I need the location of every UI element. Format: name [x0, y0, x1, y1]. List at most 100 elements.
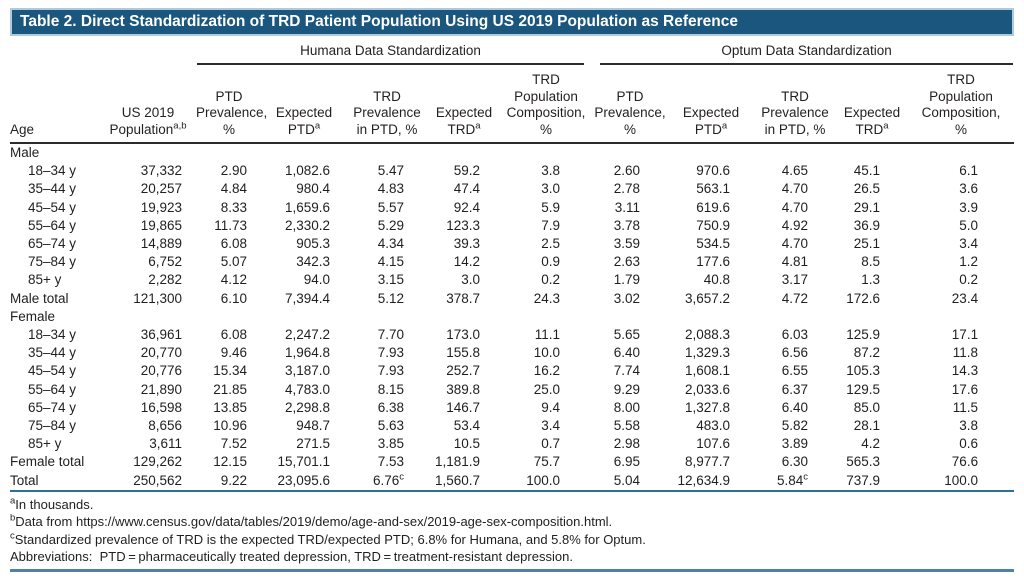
- value-cell: 737.9: [836, 471, 909, 492]
- value-cell: 13.85: [213, 399, 247, 415]
- footnote-b-text: Data from https://www.census.gov/data/ta…: [15, 514, 613, 530]
- table-row: 75–84 y 6,752 5.07 342.3 4.15 14.2 0.9 2.63 177.…: [10, 253, 1014, 271]
- group-header-optum: Optum Data Standardization: [592, 38, 1014, 66]
- value-cell: 1,608.1: [684, 363, 731, 379]
- value-cell: 6.95: [613, 454, 641, 470]
- value-cell: 6.08: [220, 236, 247, 252]
- value-cell: 619.6: [696, 199, 731, 215]
- value-cell: 39.3: [453, 236, 480, 252]
- value-cell: 3.6: [959, 181, 979, 197]
- value-cell: 23,095.6: [262, 471, 346, 492]
- row-label: 45–54 y: [28, 363, 77, 379]
- value-cell: 3.59: [613, 236, 641, 252]
- value-cell: 17.1: [951, 327, 979, 343]
- value-cell: 5.9: [541, 199, 561, 215]
- value-cell: 25.0: [533, 381, 561, 397]
- footnote-b: bData from https://www.census.gov/data/t…: [10, 513, 1014, 530]
- table-row: Female total 129,262 12.15 15,701.1 7.53 1,18…: [10, 453, 1014, 471]
- value-cell: 12,634.9: [668, 471, 755, 492]
- value-cell: 4.70: [781, 236, 809, 252]
- value-cell: 16.2: [533, 363, 561, 379]
- value-cell: 5.0: [959, 217, 979, 233]
- value-cell: 87.2: [853, 345, 881, 361]
- value-cell: 5.12: [377, 290, 404, 306]
- value-cell: 4.12: [220, 272, 247, 288]
- table-row: 55–64 y 19,865 11.73 2,330.2 5.29 123.3 7.9 3.7…: [10, 217, 1014, 235]
- value-cell: 100.0: [500, 471, 593, 492]
- value-cell: 4.15: [377, 254, 404, 270]
- value-cell: 76.6: [951, 454, 979, 470]
- value-cell: 3.15: [377, 272, 404, 288]
- footnote-a-marker: a: [10, 495, 16, 507]
- group-header-row: Humana Data Standardization Optum Data S…: [10, 38, 1014, 66]
- value-cell: 36,961: [140, 327, 182, 343]
- value-cell: 105.3: [846, 363, 881, 379]
- value-cell: 12.15: [213, 454, 247, 470]
- value-cell: 37,332: [140, 163, 182, 179]
- row-label: 85+ y: [28, 436, 62, 452]
- value-cell: 5.07: [220, 254, 247, 270]
- value-cell: 26.5: [853, 181, 881, 197]
- value-cell: 271.5: [296, 436, 330, 452]
- value-cell: 6.76c: [346, 471, 428, 492]
- value-cell: 3.89: [781, 436, 809, 452]
- value-cell: 1,659.6: [284, 199, 330, 215]
- table-title-bar: Table 2. Direct Standardization of TRD P…: [10, 8, 1014, 36]
- value-cell: 2,247.2: [284, 327, 330, 343]
- value-cell: 6.38: [377, 399, 404, 415]
- value-cell: 173.0: [446, 327, 480, 343]
- footnotes: aIn thousands. bData from https://www.ce…: [10, 492, 1014, 566]
- value-cell: 1,327.8: [684, 399, 731, 415]
- table-row: 85+ y 2,282 4.12 94.0 3.15 3.0 0.2 1.79 40.8 3.17…: [10, 271, 1014, 289]
- value-cell: 40.8: [703, 272, 731, 288]
- value-cell: 11.73: [214, 217, 247, 233]
- value-cell: 8.5: [861, 254, 881, 270]
- footnote-b-marker: b: [10, 512, 16, 524]
- value-cell: 3.85: [377, 436, 404, 452]
- value-cell: 23.4: [951, 290, 979, 306]
- value-cell: 6,752: [148, 254, 182, 270]
- value-cell: 7.9: [541, 217, 561, 233]
- value-cell: 9.4: [541, 399, 561, 415]
- value-cell: 4.83: [377, 181, 404, 197]
- value-cell: 4.65: [781, 163, 809, 179]
- value-cell: 4.92: [781, 217, 809, 233]
- row-label: 65–74 y: [28, 236, 77, 252]
- value-cell: 5.29: [377, 217, 404, 233]
- row-label: 18–34 y: [28, 327, 77, 343]
- value-cell: 4.2: [861, 436, 881, 452]
- value-cell: 0.6: [959, 436, 979, 452]
- bottom-rule: [10, 569, 1014, 573]
- value-cell: 3.4: [541, 418, 561, 434]
- col-header-expected-trd-optum: Expected TRDa: [836, 66, 909, 144]
- value-cell: 123.3: [446, 217, 480, 233]
- value-cell: 565.3: [846, 454, 881, 470]
- table-title: Table 2. Direct Standardization of TRD P…: [20, 13, 739, 30]
- row-label: 75–84 y: [28, 418, 77, 434]
- value-cell: 2.90: [220, 163, 247, 179]
- value-cell: 5.63: [377, 418, 404, 434]
- value-cell: 5.47: [377, 163, 404, 179]
- row-label: Male: [10, 145, 40, 160]
- value-cell: 3.8: [541, 163, 561, 179]
- footnote-a-text: In thousands.: [15, 496, 94, 512]
- value-cell: 1,181.9: [434, 454, 480, 470]
- row-label: 18–34 y: [28, 163, 77, 179]
- value-cell: 3.0: [461, 272, 480, 288]
- value-cell: 9.22: [196, 471, 262, 492]
- row-label: 65–74 y: [28, 399, 77, 415]
- value-cell: 5.58: [613, 418, 641, 434]
- footnote-c: cStandardized prevalence of TRD is the e…: [10, 531, 1014, 548]
- col-header-us-population: US 2019 Populationa,b: [100, 66, 196, 144]
- value-cell: 5.65: [613, 327, 641, 343]
- value-cell: 948.7: [296, 418, 330, 434]
- value-cell: 3.78: [613, 217, 641, 233]
- table-row: 35–44 y 20,257 4.84 980.4 4.83 47.4 3.0 2.78 563…: [10, 180, 1014, 198]
- table-row: 35–44 y 20,770 9.46 1,964.8 7.93 155.8 10.0 6.4…: [10, 344, 1014, 362]
- value-cell: 6.56: [781, 345, 809, 361]
- value-cell: 0.7: [541, 436, 561, 452]
- value-cell: 14.2: [453, 254, 480, 270]
- value-cell: 7.70: [377, 327, 404, 343]
- humana-group-label: Humana Data Standardization: [197, 43, 585, 65]
- col-header-trd-prevalence-humana: TRD Prevalence in PTD, %: [346, 66, 428, 144]
